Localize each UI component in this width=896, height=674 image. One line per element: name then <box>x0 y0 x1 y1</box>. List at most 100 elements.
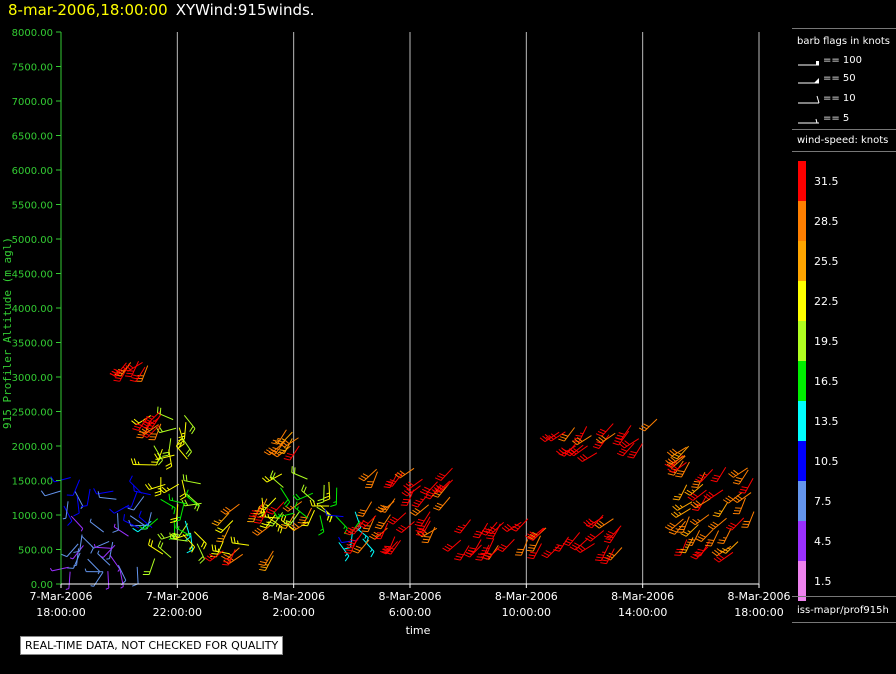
barb-flag <box>477 553 485 556</box>
barb-flag <box>172 532 175 540</box>
barb-half-flag <box>343 525 346 530</box>
barb-flag <box>362 520 369 524</box>
barb-flag <box>504 525 510 531</box>
barb-flag <box>506 523 513 529</box>
barb-flag <box>258 563 265 566</box>
barb-shaft <box>72 545 84 560</box>
quality-note: REAL-TIME DATA, NOT CHECKED FOR QUALITY <box>20 636 284 655</box>
barb-flag <box>141 420 149 424</box>
barb-flag <box>185 448 191 455</box>
wind-barb <box>179 479 187 501</box>
barb-flag <box>695 500 702 506</box>
barb-half-flag <box>181 432 186 435</box>
barb-shaft <box>87 558 100 572</box>
wind-barb <box>695 528 714 542</box>
barb-shaft <box>129 480 142 494</box>
barb-flag <box>687 541 694 544</box>
barb-half-flag <box>678 452 682 455</box>
wind-barb <box>728 467 748 478</box>
barb-flag <box>674 495 681 498</box>
barb-flag <box>109 508 115 514</box>
wind-barb <box>670 508 691 518</box>
barb-flag <box>687 496 694 501</box>
barb-flag <box>527 537 534 541</box>
barb-flag <box>486 537 493 540</box>
wind-barb <box>129 475 142 494</box>
barb-shaft <box>109 554 121 570</box>
barb-flag <box>442 547 449 552</box>
barb-flag <box>673 511 679 517</box>
wind-barb <box>690 546 709 560</box>
wind-barb <box>283 510 301 526</box>
barb-flag <box>358 511 365 515</box>
barb-flag <box>690 503 696 509</box>
barb-flag <box>554 546 562 550</box>
wind-barb <box>211 512 230 527</box>
barb-flag <box>412 509 419 515</box>
x-tick-time: 6:00:00 <box>389 606 431 619</box>
wind-barb <box>297 507 312 524</box>
barb-flag <box>160 542 164 549</box>
barb-flag <box>582 453 588 459</box>
speed-band <box>798 161 806 201</box>
wind-barb <box>431 480 451 494</box>
barb-flag <box>198 555 204 562</box>
barb-shaft <box>86 488 91 506</box>
barb-shaft <box>102 544 116 558</box>
barb-flag <box>217 537 224 540</box>
wind-barb <box>292 492 314 501</box>
barb-half-flag <box>264 559 268 561</box>
barb-shaft <box>113 504 130 514</box>
barb-flag <box>589 533 596 538</box>
barb-flag <box>705 493 712 499</box>
barb-5-icon <box>798 118 819 124</box>
barb-flag <box>185 474 188 482</box>
barb-flag <box>545 550 552 554</box>
wind-barb <box>665 455 686 465</box>
barb-flag <box>129 379 137 383</box>
barb-flag <box>411 504 418 508</box>
barb-shaft <box>72 479 81 496</box>
barb-flag <box>254 510 261 512</box>
wind-barb <box>711 545 732 557</box>
barb-flag <box>672 498 680 501</box>
barb-flag <box>454 558 461 561</box>
barb-flag <box>529 533 536 538</box>
barb-flag <box>415 534 423 537</box>
barb-shaft <box>81 535 94 549</box>
barb-flag <box>80 505 88 508</box>
wind-barb <box>738 478 754 494</box>
wind-barb <box>323 481 331 502</box>
barb-flag <box>422 488 429 493</box>
wind-barb <box>515 539 529 556</box>
wind-barb <box>380 541 398 555</box>
barb-flag <box>177 442 183 449</box>
barb-flag <box>601 559 608 562</box>
barb-half-flag <box>364 535 367 539</box>
barb-flag <box>603 535 611 539</box>
barb-flag <box>222 563 229 566</box>
barb-flag <box>697 476 704 481</box>
barb-flag <box>435 485 443 489</box>
barb-flag <box>383 486 391 489</box>
wind-barb <box>165 449 173 470</box>
barb-flag <box>266 449 273 454</box>
barb-flag <box>630 450 637 454</box>
wind-barb <box>400 489 415 506</box>
speed-band <box>798 401 806 441</box>
barb-flag <box>146 424 154 427</box>
barb-shaft <box>133 496 145 511</box>
barb-flag <box>279 449 286 452</box>
wind-barb <box>175 521 191 537</box>
wind-barb <box>527 543 542 560</box>
barb-flag <box>603 540 611 544</box>
barb-flag <box>561 447 567 453</box>
barb-flag <box>713 557 720 563</box>
barb-flag <box>391 516 398 521</box>
barb-flag <box>628 453 636 456</box>
barb-flag <box>620 448 628 452</box>
wind-barb <box>271 429 287 445</box>
barb-flag <box>670 456 676 462</box>
barb-flag <box>699 534 706 538</box>
wind-barb <box>62 501 69 520</box>
